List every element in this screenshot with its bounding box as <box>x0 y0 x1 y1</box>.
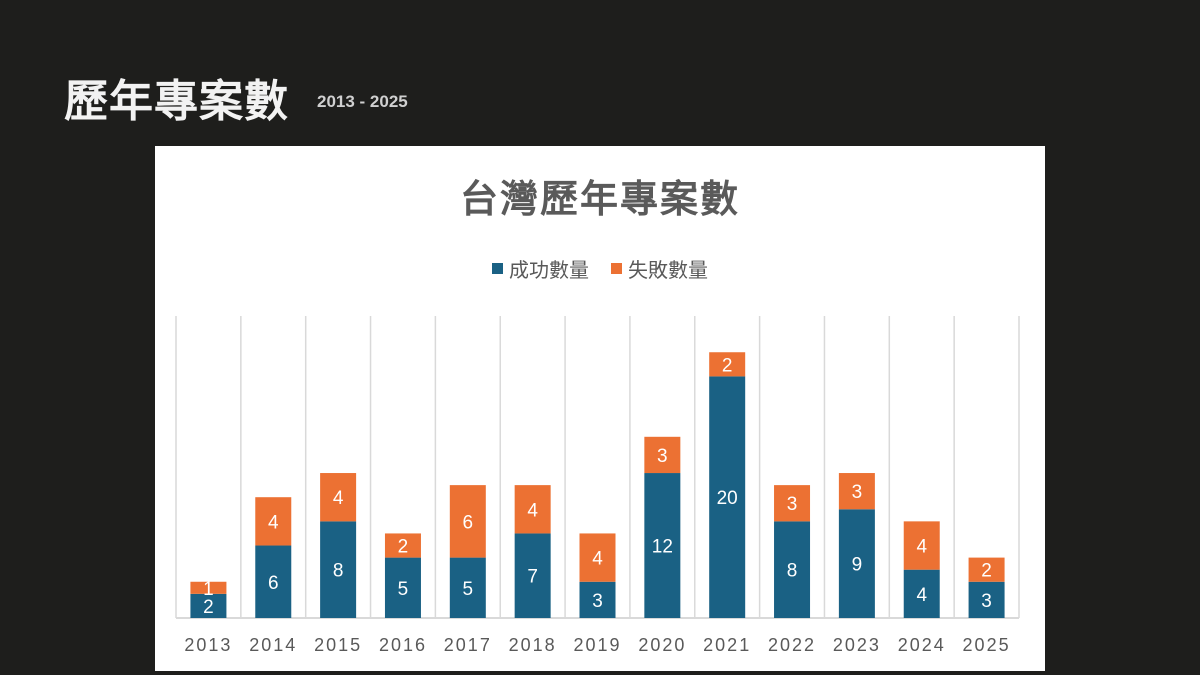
x-tick-label: 2025 <box>963 635 1011 655</box>
x-tick-label: 2021 <box>703 635 751 655</box>
x-tick-label: 2022 <box>768 635 816 655</box>
stacked-bar-chart: 2120136420148420155220165620177420183420… <box>175 316 1020 655</box>
legend-item-success: 成功數量 <box>492 254 589 283</box>
data-label-failure: 4 <box>527 500 538 521</box>
bar-failure <box>320 473 357 522</box>
bar-success <box>903 569 940 618</box>
bar-success <box>514 533 551 618</box>
bar-failure <box>514 485 551 534</box>
bar-success <box>579 581 616 618</box>
data-label-success: 6 <box>268 573 279 594</box>
bar-success <box>449 557 486 618</box>
legend-label-success: 成功數量 <box>509 258 589 282</box>
legend-item-failure: 失敗數量 <box>611 254 708 283</box>
bar-success <box>644 473 681 618</box>
bar-failure <box>838 473 875 510</box>
slide-title: 歷年專案數 <box>64 76 289 127</box>
data-label-failure: 1 <box>203 579 214 600</box>
bar-success <box>709 376 746 618</box>
data-label-success: 9 <box>852 555 863 576</box>
bar-failure <box>644 436 681 474</box>
data-label-failure: 4 <box>592 549 603 570</box>
legend-label-failure: 失敗數量 <box>628 258 708 282</box>
bar-success <box>838 509 875 618</box>
bar-failure <box>968 557 1005 582</box>
data-label-failure: 2 <box>722 355 733 376</box>
legend-swatch-failure <box>611 263 622 274</box>
chart-legend: 成功數量 失敗數量 <box>155 254 1045 283</box>
bar-success <box>255 545 292 618</box>
bar-success <box>968 581 1005 618</box>
data-label-failure: 3 <box>852 482 863 503</box>
data-label-failure: 2 <box>981 561 992 582</box>
x-tick-label: 2016 <box>379 635 427 655</box>
data-label-failure: 3 <box>657 446 668 467</box>
legend-swatch-success <box>492 263 503 274</box>
data-label-success: 8 <box>787 561 798 582</box>
data-label-success: 4 <box>916 585 927 606</box>
x-tick-label: 2014 <box>249 635 297 655</box>
data-label-failure: 4 <box>916 537 927 558</box>
bar-failure <box>384 533 421 558</box>
chart-panel: 2 1 2013 6 4 2014 8 4 2015 5 2 2016 5 6 2017 7 4 2018 3 4 20… <box>155 146 1045 671</box>
data-label-success: 2 <box>203 597 214 618</box>
data-label-success: 20 <box>717 488 738 509</box>
data-label-success: 3 <box>592 591 603 612</box>
data-label-success: 5 <box>398 579 409 600</box>
bar-failure <box>449 485 486 558</box>
data-label-success: 8 <box>333 561 344 582</box>
bar-failure <box>774 485 811 522</box>
x-tick-label: 2017 <box>444 635 492 655</box>
x-tick-label: 2023 <box>833 635 881 655</box>
data-label-failure: 4 <box>268 512 279 533</box>
bar-success <box>320 521 357 618</box>
bar-failure <box>709 352 746 377</box>
x-tick-label: 2020 <box>638 635 686 655</box>
bar-failure <box>190 581 227 594</box>
x-tick-label: 2018 <box>509 635 557 655</box>
bar-success <box>774 521 811 618</box>
bar-failure <box>255 497 292 546</box>
x-tick-label: 2015 <box>314 635 362 655</box>
x-tick-label: 2024 <box>898 635 946 655</box>
bar-success <box>190 593 227 618</box>
bar-success <box>384 557 421 618</box>
data-label-failure: 6 <box>463 512 474 533</box>
data-label-failure: 4 <box>333 488 344 509</box>
chart-title: 台灣歷年專案數 <box>459 177 740 221</box>
x-tick-label: 2019 <box>573 635 621 655</box>
data-label-failure: 3 <box>787 494 798 515</box>
data-label-success: 5 <box>463 579 474 600</box>
data-label-success: 7 <box>527 567 538 588</box>
data-label-success: 12 <box>652 537 673 558</box>
bar-failure <box>579 533 616 582</box>
data-label-failure: 2 <box>398 537 409 558</box>
data-label-success: 3 <box>981 591 992 612</box>
x-tick-label: 2013 <box>184 635 232 655</box>
slide-subtitle: 2013 - 2025 <box>317 92 408 111</box>
bar-failure <box>903 521 940 570</box>
